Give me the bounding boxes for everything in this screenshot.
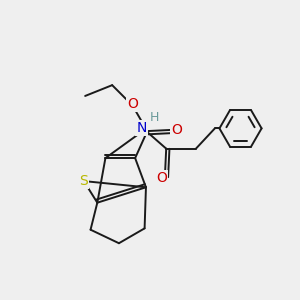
Text: N: N <box>136 122 146 135</box>
Text: O: O <box>156 171 167 185</box>
Text: O: O <box>171 123 182 137</box>
Text: H: H <box>149 111 159 124</box>
Text: S: S <box>80 174 88 188</box>
Text: O: O <box>127 97 138 111</box>
